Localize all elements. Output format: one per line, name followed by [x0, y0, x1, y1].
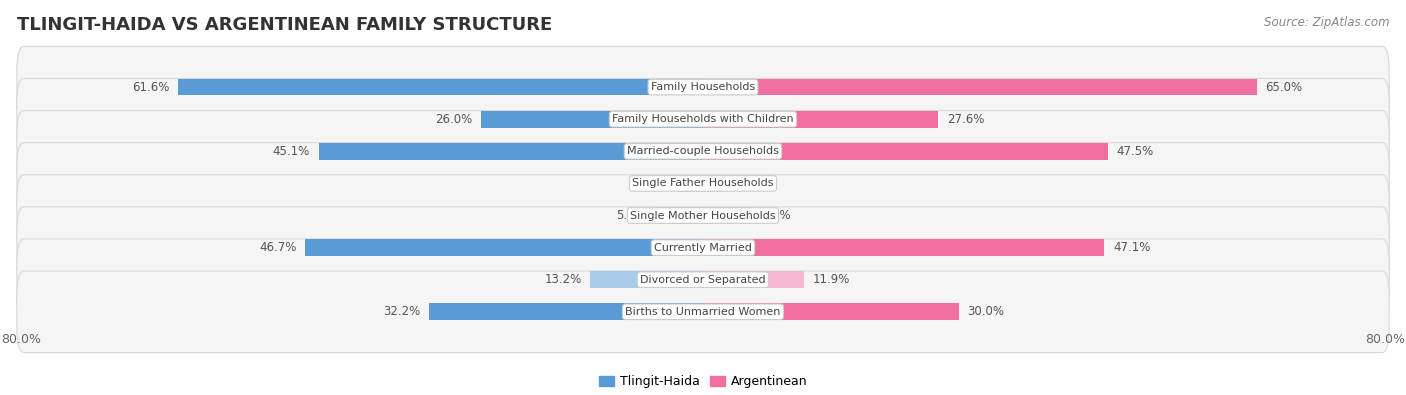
Bar [681, 175, 703, 192]
Text: 13.2%: 13.2% [544, 273, 582, 286]
Text: Family Households with Children: Family Households with Children [612, 114, 794, 124]
Bar [654, 207, 703, 224]
Text: 11.9%: 11.9% [813, 273, 851, 286]
FancyBboxPatch shape [17, 207, 1389, 288]
Legend: Tlingit-Haida, Argentinean: Tlingit-Haida, Argentinean [593, 371, 813, 393]
Text: Single Father Households: Single Father Households [633, 179, 773, 188]
Text: 61.6%: 61.6% [132, 81, 169, 94]
Bar [703, 271, 804, 288]
Text: 65.0%: 65.0% [1265, 81, 1303, 94]
Bar [429, 303, 703, 320]
Text: 47.5%: 47.5% [1116, 145, 1154, 158]
FancyBboxPatch shape [17, 46, 1389, 128]
Text: Currently Married: Currently Married [654, 243, 752, 253]
Text: 5.8%: 5.8% [761, 209, 790, 222]
Text: Source: ZipAtlas.com: Source: ZipAtlas.com [1264, 16, 1389, 29]
Text: 2.1%: 2.1% [730, 177, 759, 190]
Bar [319, 143, 703, 160]
Bar [703, 207, 752, 224]
FancyBboxPatch shape [17, 143, 1389, 224]
Text: Divorced or Separated: Divorced or Separated [640, 275, 766, 285]
Text: Married-couple Households: Married-couple Households [627, 146, 779, 156]
Text: Births to Unmarried Women: Births to Unmarried Women [626, 307, 780, 317]
Text: TLINGIT-HAIDA VS ARGENTINEAN FAMILY STRUCTURE: TLINGIT-HAIDA VS ARGENTINEAN FAMILY STRU… [17, 16, 553, 34]
Bar [703, 239, 1105, 256]
Text: Single Mother Households: Single Mother Households [630, 211, 776, 220]
Text: 47.1%: 47.1% [1114, 241, 1150, 254]
Bar [703, 303, 959, 320]
FancyBboxPatch shape [17, 79, 1389, 160]
Text: 32.2%: 32.2% [382, 305, 420, 318]
Text: 45.1%: 45.1% [273, 145, 311, 158]
Text: 26.0%: 26.0% [436, 113, 472, 126]
Bar [703, 79, 1257, 96]
FancyBboxPatch shape [17, 111, 1389, 192]
Bar [703, 111, 938, 128]
Text: Family Households: Family Households [651, 82, 755, 92]
Text: 46.7%: 46.7% [259, 241, 297, 254]
Bar [591, 271, 703, 288]
Bar [703, 175, 721, 192]
Bar [703, 143, 1108, 160]
Text: 5.7%: 5.7% [616, 209, 645, 222]
Bar [481, 111, 703, 128]
FancyBboxPatch shape [17, 239, 1389, 320]
Bar [179, 79, 703, 96]
Bar [305, 239, 703, 256]
FancyBboxPatch shape [17, 175, 1389, 256]
Text: 30.0%: 30.0% [967, 305, 1004, 318]
Text: 27.6%: 27.6% [946, 113, 984, 126]
Text: 2.7%: 2.7% [641, 177, 672, 190]
FancyBboxPatch shape [17, 271, 1389, 353]
